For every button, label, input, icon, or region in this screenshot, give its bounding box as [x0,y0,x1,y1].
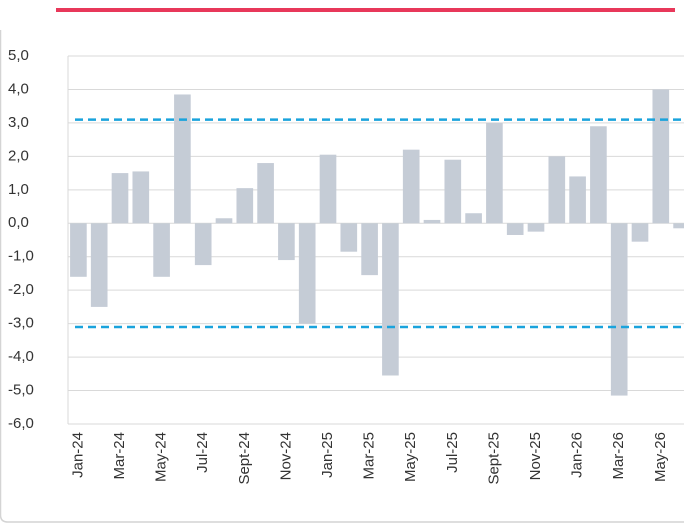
bar [527,223,545,232]
y-tick-label: -2,0 [8,281,34,298]
bar [361,223,378,276]
y-tick-label: 5,0 [8,47,29,64]
bar [486,122,503,224]
bar [215,218,233,224]
bar [340,223,358,252]
bar [465,213,482,224]
bar [236,188,254,224]
y-tick-label: -1,0 [8,248,34,265]
bar [90,223,108,307]
bar [652,89,670,224]
y-tick-label: -6,0 [8,415,34,432]
bar [319,154,337,224]
x-tick-label: Nov-25 [527,432,544,480]
y-tick-label: 0,0 [8,214,29,231]
x-tick-label: May-26 [652,432,669,482]
y-tick-label: -4,0 [8,348,34,365]
bar [194,223,212,266]
x-tick-label: Mar-24 [111,432,128,480]
y-tick-label: 3,0 [8,114,29,131]
bar [423,219,441,224]
y-tick-label: 1,0 [8,181,29,198]
frame [0,30,684,523]
bar [257,163,274,224]
x-tick-label: Jan-25 [319,432,336,478]
bar [278,223,295,261]
bar [132,171,150,224]
x-tick-label: May-24 [153,432,170,482]
x-tick-label: Jan-24 [69,432,86,478]
x-tick-label: Jul-25 [444,432,461,473]
bar [382,223,399,376]
y-tick-label: 2,0 [8,147,29,164]
x-tick-label: Sept-24 [236,432,253,485]
x-tick-label: Nov-24 [277,432,294,480]
x-tick-label: Jan-26 [569,432,586,478]
bar [70,223,87,277]
y-tick-label: -5,0 [8,382,34,399]
y-tick-label: 4,0 [8,80,29,97]
bar [610,223,628,396]
bar [506,223,524,235]
x-tick-label: Jul-24 [194,432,211,473]
bar [631,223,649,242]
bar [111,173,129,224]
bar [590,126,607,224]
y-tick-label: -3,0 [8,315,34,332]
bar [174,94,191,224]
bar [402,149,420,224]
bar [298,223,316,324]
bar [444,159,462,224]
bar [548,156,566,224]
bar [569,176,586,224]
bar [153,223,170,277]
x-tick-label: Sept-25 [485,432,502,485]
x-tick-label: May-25 [402,432,419,482]
x-tick-label: Mar-26 [610,432,627,480]
bar [673,223,684,229]
x-tick-label: Mar-25 [361,432,378,480]
